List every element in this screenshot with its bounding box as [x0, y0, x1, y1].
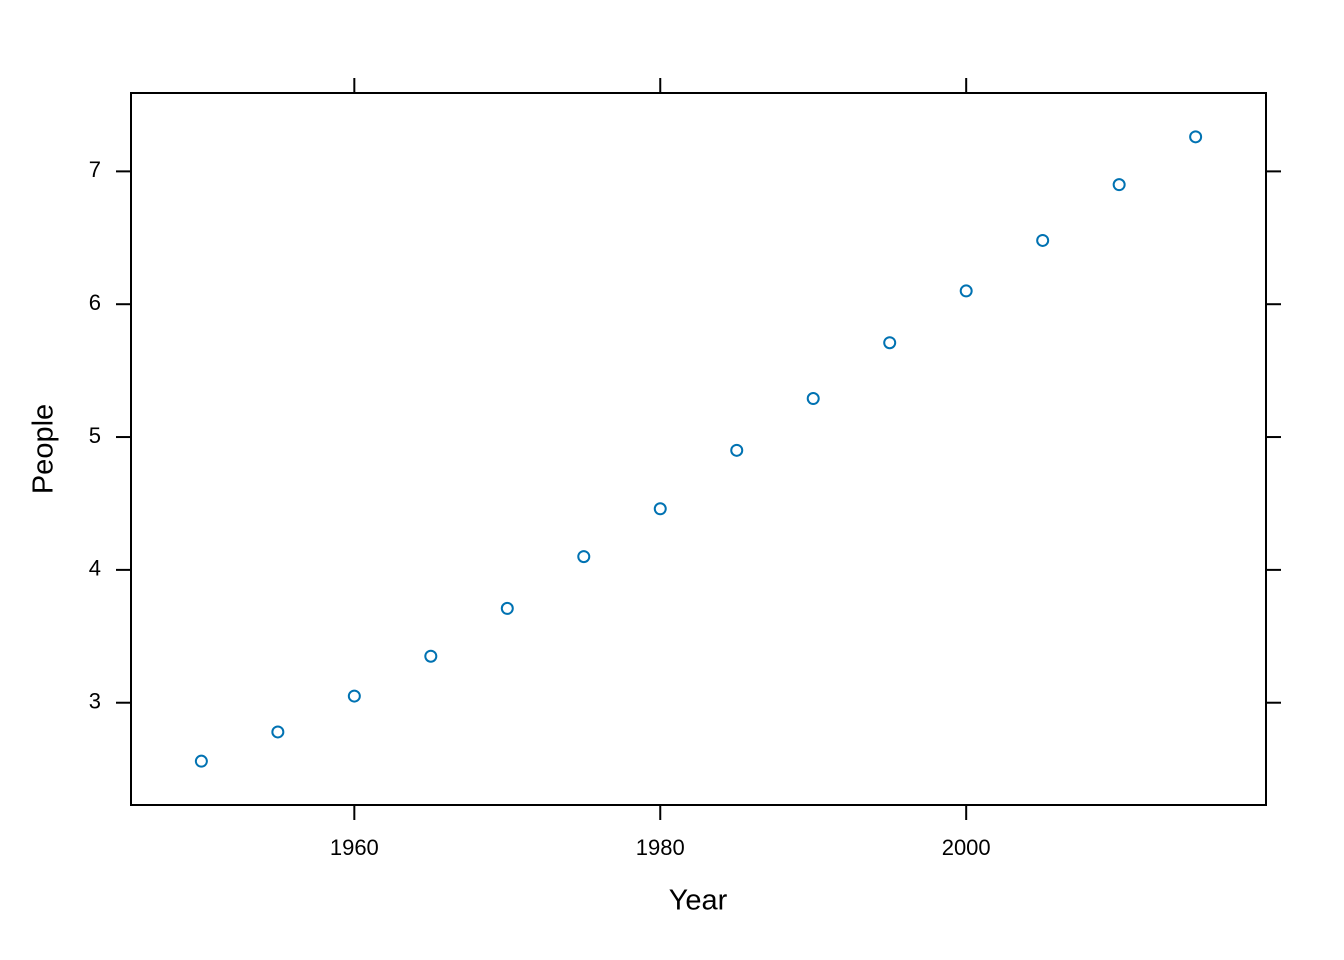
- y-tick-label: 7: [89, 157, 101, 182]
- x-tick-label: 2000: [942, 835, 991, 860]
- point: [1189, 130, 1203, 144]
- y-axis-label: People: [28, 404, 60, 494]
- point: [424, 649, 438, 663]
- x-axis-label: Year: [669, 885, 728, 917]
- point: [500, 601, 514, 615]
- point: [577, 550, 591, 564]
- point: [194, 754, 208, 768]
- point: [959, 284, 973, 298]
- y-tick-label: 5: [89, 423, 101, 448]
- point: [347, 689, 361, 703]
- point: [653, 502, 667, 516]
- x-tick-label: 1960: [330, 835, 379, 860]
- point: [730, 443, 744, 457]
- panel-border: [130, 92, 1267, 806]
- y-tick-label: 3: [89, 689, 101, 714]
- point: [271, 725, 285, 739]
- y-tick-label: 4: [89, 556, 101, 581]
- point: [1112, 178, 1126, 192]
- x-tick-label: 1980: [636, 835, 685, 860]
- y-tick-label: 6: [89, 290, 101, 315]
- point: [1036, 233, 1050, 247]
- point: [883, 336, 897, 350]
- point: [806, 392, 820, 406]
